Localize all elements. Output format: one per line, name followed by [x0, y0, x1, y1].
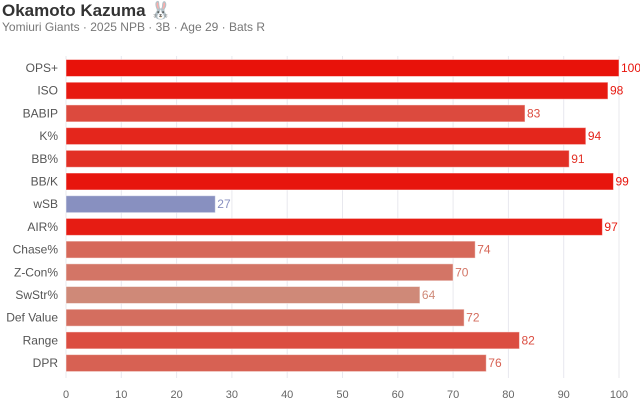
value-label: 97: [604, 220, 618, 234]
category-label: wSB: [32, 197, 58, 211]
category-label: BB%: [31, 152, 58, 166]
category-label: OPS+: [26, 61, 58, 75]
bar: [65, 59, 620, 77]
category-label: Chase%: [13, 243, 59, 257]
category-label: AIR%: [27, 220, 58, 234]
category-label: DPR: [33, 356, 59, 370]
value-label: 64: [422, 288, 436, 302]
bar: [65, 104, 526, 123]
value-label: 98: [610, 84, 624, 98]
x-tick-label: 20: [170, 389, 182, 401]
player-name: Okamoto Kazuma: [2, 1, 146, 20]
x-tick-label: 80: [502, 389, 514, 401]
value-label: 94: [588, 129, 602, 143]
x-tick-label: 90: [558, 389, 570, 401]
category-label: ISO: [37, 84, 58, 98]
category-label: BABIP: [23, 106, 58, 120]
bar: [65, 263, 454, 282]
player-subtitle: Yomiuri Giants · 2025 NPB · 3B · Age 29 …: [2, 20, 266, 34]
value-label: 76: [488, 356, 502, 370]
bar: [65, 127, 587, 146]
bar: [65, 149, 570, 168]
category-label: Range: [23, 333, 59, 347]
value-label: 99: [615, 175, 629, 189]
bar: [65, 195, 216, 214]
category-label: SwStr%: [15, 288, 58, 302]
value-label: 27: [217, 197, 231, 211]
value-label: 100: [621, 61, 640, 75]
bar: [65, 308, 465, 327]
x-tick-label: 30: [226, 389, 238, 401]
bar: [65, 354, 487, 373]
category-label: Z-Con%: [14, 265, 58, 279]
x-tick-label: 0: [63, 389, 69, 401]
bar: [65, 172, 614, 191]
bar: [65, 240, 476, 259]
value-label: 74: [477, 243, 491, 257]
category-label: K%: [39, 129, 58, 143]
value-label: 83: [527, 106, 541, 120]
x-tick-label: 100: [610, 389, 628, 401]
value-label: 91: [571, 152, 585, 166]
x-tick-label: 70: [447, 389, 459, 401]
bar: [65, 217, 603, 236]
bar: [65, 331, 520, 350]
x-tick-label: 10: [115, 389, 127, 401]
bar: [65, 81, 609, 100]
value-label: 72: [466, 311, 480, 325]
player-title: Okamoto Kazuma 🐰: [2, 1, 172, 21]
x-tick-label: 60: [392, 389, 404, 401]
category-label: BB/K: [31, 175, 58, 189]
value-label: 70: [455, 265, 469, 279]
rabbit-icon: 🐰: [150, 1, 172, 20]
category-label: Def Value: [6, 311, 58, 325]
x-tick-label: 40: [281, 389, 293, 401]
x-tick-label: 50: [336, 389, 348, 401]
value-label: 82: [521, 333, 535, 347]
bar: [65, 286, 421, 304]
